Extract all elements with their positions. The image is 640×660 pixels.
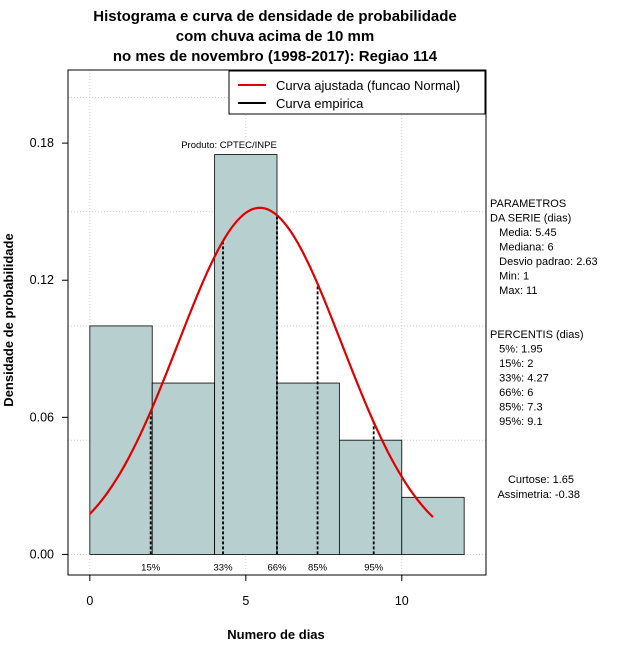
axes-layer: 0 5 10 0.00 0.06 0.12 0.18 [30,136,409,608]
y-axis-label: Densidade de probabilidade [1,233,16,406]
product-annotation: Produto: CPTEC/INPE [181,140,277,151]
chart-title-line-3: no mes de novembro (1998-2017): Regiao 1… [113,48,438,65]
plot-frame [67,69,487,576]
percentile-lines-layer: 15% 33% 66% 85% 95% [141,215,384,573]
y-tick-label-1: 0.06 [30,410,54,424]
parametros-line-2: Media: 5.45 [490,227,557,239]
parametros-line-0: PARAMETROS [490,198,566,210]
percentis-line-3: 33%: 4.27 [490,373,549,385]
x-tick-label-2: 10 [395,594,409,608]
percentis-line-0: PERCENTIS (dias) [490,329,584,341]
histogram-bar-5 [401,496,465,555]
y-tick-label-2: 0.12 [30,273,54,287]
chart-title-line-2: com chuva acima de 10 mm [176,28,374,45]
y-tick-label-0: 0.00 [30,547,54,561]
percentile-label-1: 33% [214,562,234,573]
parametros-line-4: Desvio padrao: 2.63 [490,256,598,268]
percentile-label-3: 85% [308,562,328,573]
percentile-label-0: 15% [141,562,161,573]
legend-box [228,70,486,115]
parametros-line-5: Min: 1 [490,271,529,283]
percentile-label-2: 66% [267,562,287,573]
percentile-label-4: 95% [364,562,384,573]
parametros-line-1: DA SERIE (dias) [490,213,571,225]
curve-layer [89,206,434,518]
y-tick-label-3: 0.18 [30,136,54,150]
percentis-line-2: 15%: 2 [490,358,533,370]
parametros-line-6: Max: 11 [490,285,537,297]
x-tick-label-1: 5 [242,594,249,608]
x-tick-label-0: 0 [86,594,93,608]
fitted-normal-curve [89,206,434,518]
bars-layer [89,154,465,555]
histogram-bar-1 [151,382,216,555]
parametros-line-3: Mediana: 6 [490,242,554,254]
percentis-line-6: 95%: 9.1 [490,416,543,428]
histogram-bar-0 [89,325,153,555]
percentis-line-5: 85%: 7.3 [490,402,543,414]
assimetria-text: Assimetria: -0.38 [497,489,580,501]
statistics-panel: PARAMETROS DA SERIE (dias) Media: 5.45 Me… [490,198,598,501]
x-axis-label: Numero de dias [227,627,325,642]
histogram-bar-2 [214,154,278,555]
legend-label-empirical: Curva empirica [276,96,364,111]
legend-label-fitted: Curva ajustada (funcao Normal) [276,78,460,93]
percentis-line-1: 5%: 1.95 [490,344,543,356]
percentis-line-4: 66%: 6 [490,387,533,399]
chart-title-line-1: Histograma e curva de densidade de proba… [93,8,456,25]
curtose-text: Curtose: 1.65 [508,474,574,486]
legend: Curva ajustada (funcao Normal) Curva emp… [228,70,486,115]
histogram-bar-3 [276,382,340,555]
histogram-bar-4 [338,439,403,555]
